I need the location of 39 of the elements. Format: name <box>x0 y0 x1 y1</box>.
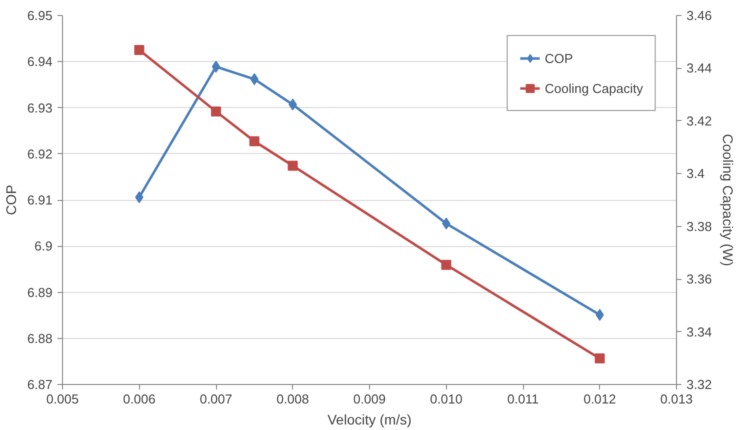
x-tick-label: 0.012 <box>583 392 616 406</box>
x-tick-label: 0.009 <box>353 392 386 406</box>
y-tick-label: 6.91 <box>27 192 53 208</box>
legend-label: Cooling Capacity <box>544 80 643 96</box>
x-tick-label: 0.010 <box>430 392 463 406</box>
point <box>441 260 452 270</box>
x-tick-label: 0.007 <box>200 392 232 406</box>
y2-tick-label: 3.36 <box>686 272 712 287</box>
point <box>249 136 260 146</box>
y2-tick-label: 3.44 <box>686 60 712 76</box>
y-tick-label: 6.87 <box>27 377 53 392</box>
x-tick-label: 0.011 <box>507 392 539 406</box>
y2-tick-label: 3.38 <box>686 218 712 234</box>
y2-tick-label: 3.46 <box>686 8 712 23</box>
y2-axis-title: Cooling Capacity (W) <box>720 134 736 266</box>
point <box>212 60 220 73</box>
y-tick-label: 6.89 <box>27 284 53 300</box>
y2-tick-label: 3.32 <box>686 377 712 392</box>
y-tick-label: 6.94 <box>27 54 53 70</box>
y2-tick-label: 3.34 <box>686 324 712 340</box>
point <box>211 106 221 116</box>
y-tick-label: 6.9 <box>34 238 53 254</box>
y2-tick-label: 3.42 <box>686 113 712 128</box>
x-tick-label: 0.013 <box>660 392 693 406</box>
y2-tick-label: 3.4 <box>686 166 705 182</box>
point <box>134 45 144 56</box>
y-tick-label: 6.95 <box>27 8 53 23</box>
legend-label: COP <box>544 50 573 66</box>
y-axis-title: COP <box>3 184 20 216</box>
x-axis-title: Velocity (m/s) <box>327 412 412 428</box>
y-tick-label: 6.88 <box>27 330 53 346</box>
point <box>250 73 259 86</box>
y-tick-label: 6.93 <box>27 100 53 116</box>
x-tick-label: 0.006 <box>122 392 156 406</box>
x-tick-label: 0.008 <box>276 392 310 406</box>
y-tick-label: 6.92 <box>27 146 53 162</box>
point <box>288 160 298 171</box>
x-tick-label: 0.005 <box>46 392 79 406</box>
point <box>594 353 605 364</box>
